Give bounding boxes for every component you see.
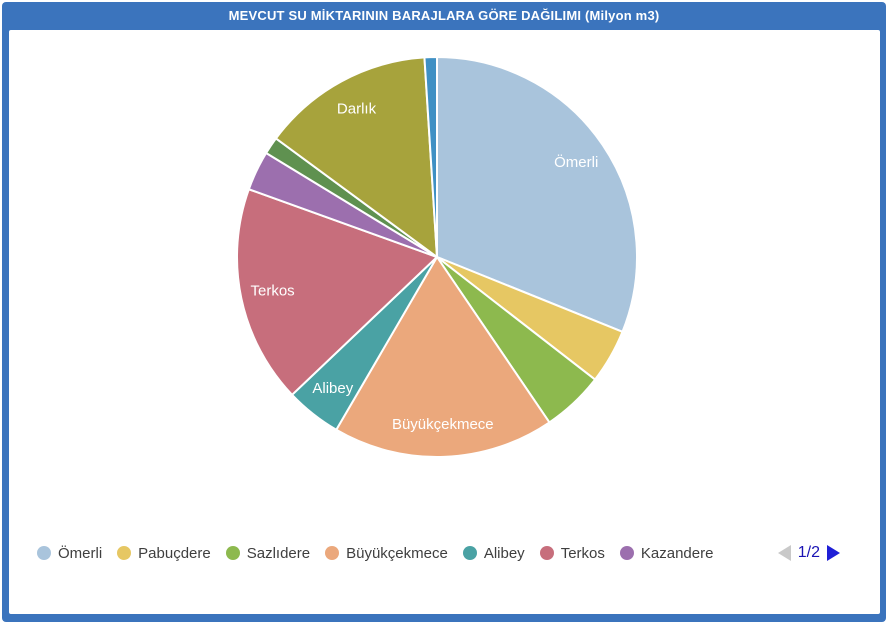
legend-item-alibey[interactable]: Alibey [462, 544, 525, 562]
legend-next-button[interactable] [827, 545, 840, 561]
pie-slice-label-omerli: Ömerli [554, 153, 598, 171]
legend-item-kazandere[interactable]: Kazandere [619, 544, 714, 562]
legend-color-dot-pabucdere [117, 546, 132, 560]
pie-slice-darlik[interactable] [274, 56, 438, 258]
legend-item-terkos[interactable]: Terkos [539, 544, 605, 562]
legend-item-pabucdere[interactable]: Pabuçdere [117, 545, 211, 562]
legend-color-dot-omerli [37, 546, 51, 560]
legend-item-sazlidere[interactable]: Sazlıdere [225, 544, 311, 562]
pie-slice-label-alibey: Alibey [312, 380, 353, 397]
pie-slice-omerli[interactable] [436, 56, 638, 333]
pie-slice-unnamed-small-blue[interactable] [423, 55, 438, 258]
legend-page-indicator: 1/2 [797, 544, 820, 561]
legend-item-label: Büyükçekmece [346, 544, 448, 562]
pie-slice-label-terkos: Terkos [251, 283, 295, 300]
pie-slice-label-buyukcekmece: Büyükçekmece [392, 416, 494, 433]
legend-item-label: Alibey [483, 544, 525, 562]
legend-item-label: Kazandere [640, 544, 714, 562]
legend-color-dot-sazlidere [225, 546, 240, 560]
pie-slice-buyukcekmece[interactable] [335, 256, 551, 458]
legend-item-label: Terkos [560, 544, 605, 562]
legend-color-dot-alibey [462, 546, 477, 560]
legend-prev-button[interactable] [777, 545, 791, 561]
chart-plot-area: Ömerli Büyükçekmece Alibey Terkos Darlık Öme… [9, 30, 880, 614]
legend-item-buyukcekmece[interactable]: Büyükçekmece [325, 545, 448, 562]
chart-title: MEVCUT SU MİKTARININ BARAJLARA GÖRE DAĞI… [228, 8, 660, 23]
legend-color-dot-buyukcekmece [325, 546, 340, 560]
pie-slice-terkos[interactable] [235, 188, 438, 396]
legend: Ömerli Pabuçdere Sazlıdere Büyükçekmece Alib… [37, 542, 840, 564]
legend-item-label: Pabuçdere [138, 544, 211, 562]
legend-item-omerli[interactable]: Ömerli [37, 545, 102, 562]
legend-color-dot-kazandere [619, 546, 634, 560]
pie-slice-label-darlik: Darlık [337, 100, 377, 117]
legend-color-dot-terkos [539, 546, 554, 560]
legend-pager: 1/2 [777, 544, 840, 562]
pie-chart: Ömerli Büyükçekmece Alibey Terkos Darlık [235, 55, 638, 458]
legend-item-label: Sazlıdere [246, 544, 311, 562]
legend-item-label: Ömerli [58, 544, 103, 562]
